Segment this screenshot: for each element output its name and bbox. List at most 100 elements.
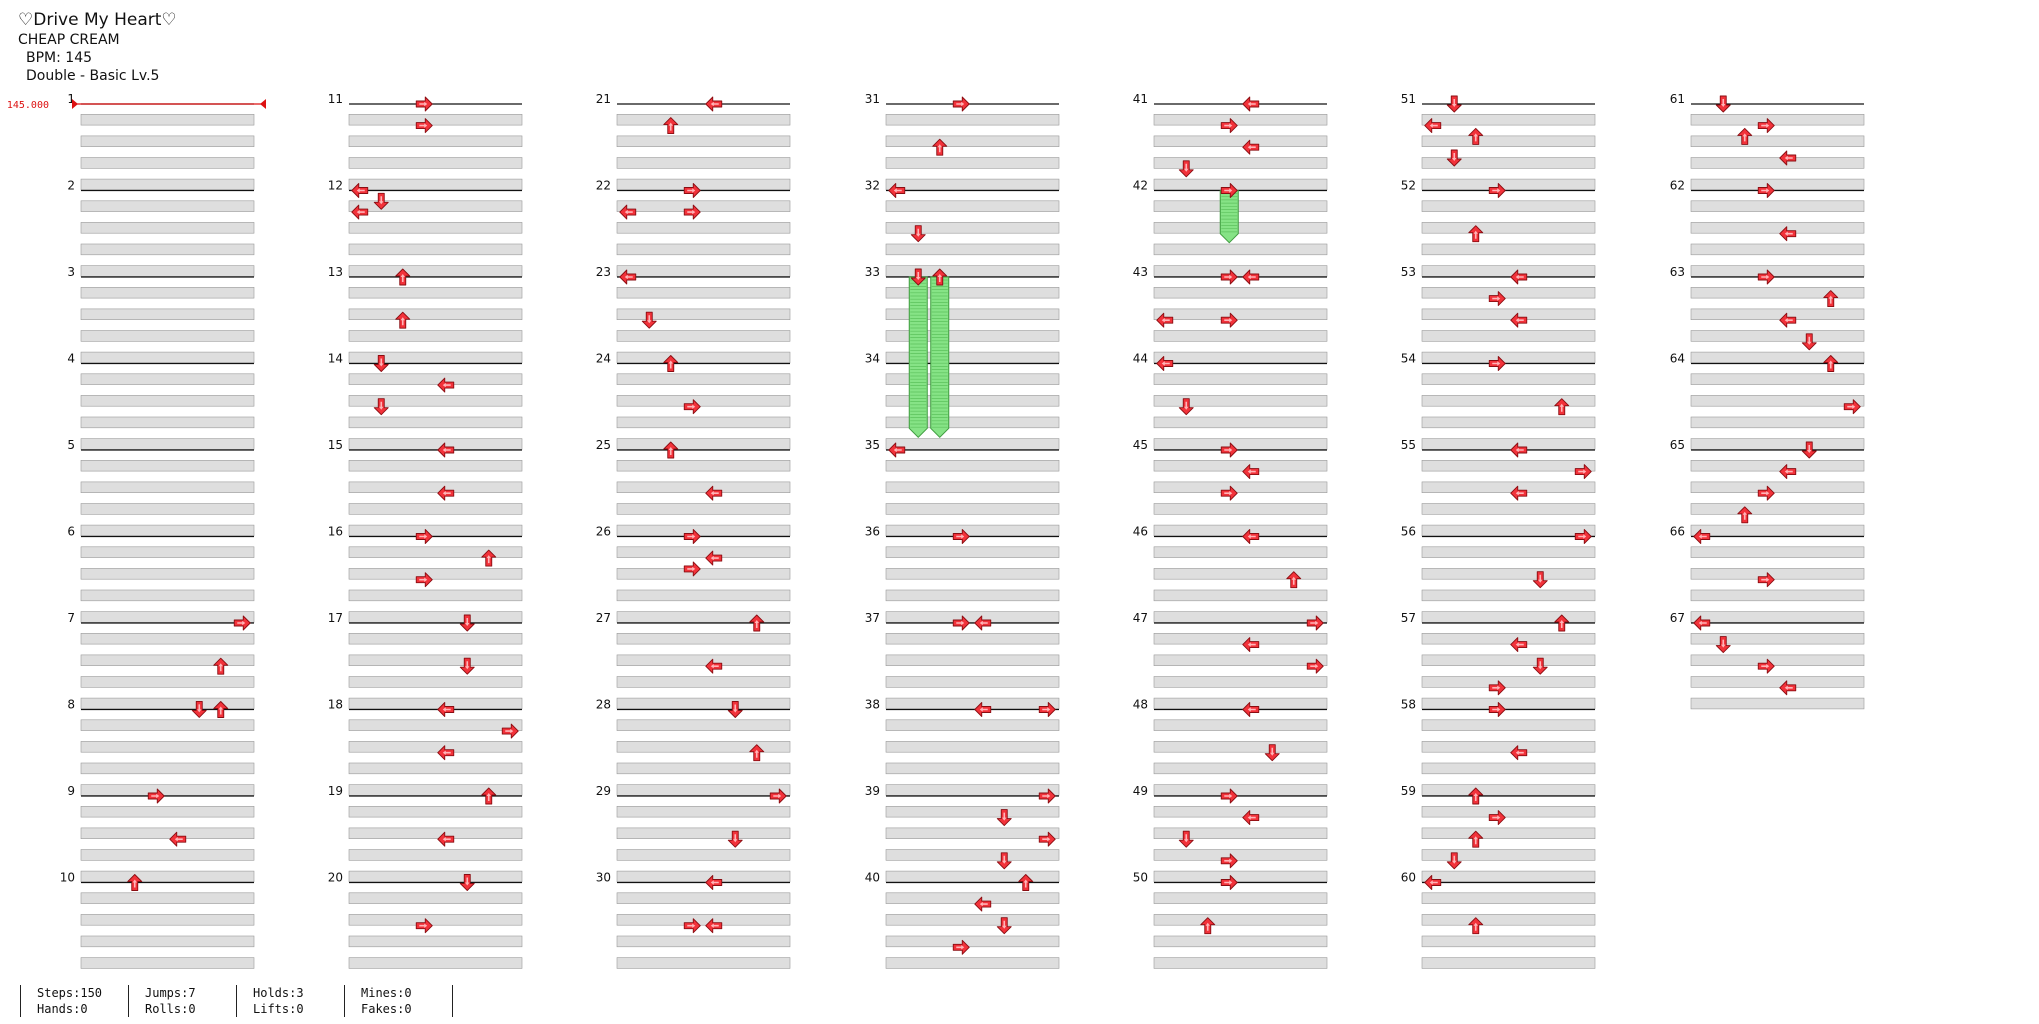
- beat-band: [616, 719, 791, 731]
- arrow-highlight: [1698, 534, 1707, 539]
- beat-band: [885, 741, 1060, 753]
- beat-band: [885, 200, 1060, 212]
- beat-band: [1153, 308, 1328, 320]
- beat-band: [1153, 114, 1328, 126]
- arrow-highlight: [400, 317, 405, 326]
- beat-band: [1690, 459, 1865, 472]
- measure: 55: [1401, 438, 1596, 537]
- beat-band: [1421, 200, 1596, 212]
- measure: 50: [1133, 871, 1328, 969]
- measure-number: 39: [865, 784, 880, 798]
- beat-band: [348, 481, 523, 493]
- beat-band: [885, 654, 1060, 667]
- beat-band: [616, 849, 791, 861]
- beat-band: [885, 805, 1060, 818]
- measure: 13: [328, 265, 523, 364]
- beat-band: [1153, 416, 1328, 429]
- beat-band: [616, 308, 791, 320]
- beat-band: [80, 308, 255, 320]
- beat-band: [1421, 114, 1596, 126]
- arrow-highlight: [1247, 469, 1256, 474]
- beat-band: [885, 849, 1060, 861]
- measure: 17: [328, 611, 523, 710]
- measure: 37: [865, 611, 1060, 710]
- beat-band: [80, 157, 255, 169]
- arrow-highlight: [1002, 812, 1007, 821]
- beat-band: [348, 870, 523, 883]
- song-bpm: BPM: 145: [26, 50, 93, 66]
- measure: 10: [60, 871, 255, 969]
- arrow-highlight: [710, 880, 719, 885]
- measure-number: 40: [865, 871, 880, 885]
- arrow-highlight: [773, 793, 782, 799]
- beat-band: [1690, 351, 1865, 364]
- beat-band: [616, 373, 791, 385]
- measure: 33: [865, 265, 1060, 364]
- beat-band: [1153, 654, 1328, 667]
- beat-band: [348, 114, 523, 126]
- beat-band: [885, 286, 1060, 299]
- measure-number: 48: [1133, 698, 1148, 712]
- beat-band: [80, 870, 255, 883]
- arrow-highlight: [1247, 534, 1256, 539]
- measure-number: 33: [865, 265, 880, 279]
- arrow-highlight: [710, 555, 719, 561]
- beat-band: [1421, 308, 1596, 320]
- measure-number: 58: [1401, 698, 1416, 712]
- beat-band: [616, 589, 791, 602]
- beat-band: [1421, 503, 1596, 515]
- beat-band: [1421, 697, 1596, 710]
- beat-band: [885, 546, 1060, 558]
- measure-number: 19: [328, 784, 343, 798]
- arrow-highlight: [379, 358, 384, 367]
- measure-number: 9: [67, 784, 75, 798]
- measure: 48: [1133, 698, 1328, 796]
- beat-band: [80, 373, 255, 385]
- measure-number: 26: [596, 525, 611, 539]
- arrow-highlight: [1310, 620, 1319, 626]
- beat-band: [885, 762, 1060, 775]
- arrow-highlight: [979, 620, 988, 626]
- beat-band: [348, 654, 523, 667]
- arrow-highlight: [754, 749, 759, 758]
- beat-band: [348, 243, 523, 256]
- measure-number: 61: [1670, 92, 1685, 106]
- measure-number: 18: [328, 698, 343, 712]
- beat-band: [80, 654, 255, 667]
- arrow-highlight: [1515, 318, 1524, 323]
- arrow-highlight: [1807, 445, 1812, 453]
- beat-band: [1153, 827, 1328, 840]
- arrow-highlight: [1042, 707, 1051, 712]
- beat-band: [1153, 243, 1328, 256]
- arrow-highlight: [1761, 491, 1770, 496]
- step-chart: 1234567891011121314151617181920212223242…: [7, 92, 1865, 969]
- beat-band: [885, 265, 1060, 277]
- arrow-highlight: [151, 793, 160, 799]
- beat-band: [80, 135, 255, 147]
- arrow-highlight: [1224, 491, 1233, 496]
- beat-band: [1421, 157, 1596, 169]
- beat-band: [80, 503, 255, 515]
- measure-number: 29: [596, 784, 611, 798]
- beat-band: [80, 676, 255, 688]
- measure: 57: [1401, 611, 1596, 710]
- arrow-highlight: [1538, 661, 1543, 670]
- beat-band: [616, 178, 791, 191]
- beat-band: [1690, 438, 1865, 450]
- beat-band: [348, 308, 523, 320]
- beat-band: [1153, 222, 1328, 234]
- beat-band: [1153, 524, 1328, 537]
- arrow-highlight: [1515, 642, 1524, 647]
- bpm-change-label: 145.000: [7, 100, 49, 111]
- song-artist: CHEAP CREAM: [18, 32, 120, 48]
- beat-band: [348, 265, 523, 277]
- beat-band: [1690, 589, 1865, 602]
- arrow-highlight: [1538, 574, 1543, 583]
- beat-band: [885, 697, 1060, 710]
- beat-band: [885, 524, 1060, 537]
- arrow-highlight: [1452, 153, 1457, 161]
- beat-band: [80, 395, 255, 407]
- beat-band: [1153, 849, 1328, 861]
- beat-band: [616, 524, 791, 537]
- beat-band: [80, 222, 255, 234]
